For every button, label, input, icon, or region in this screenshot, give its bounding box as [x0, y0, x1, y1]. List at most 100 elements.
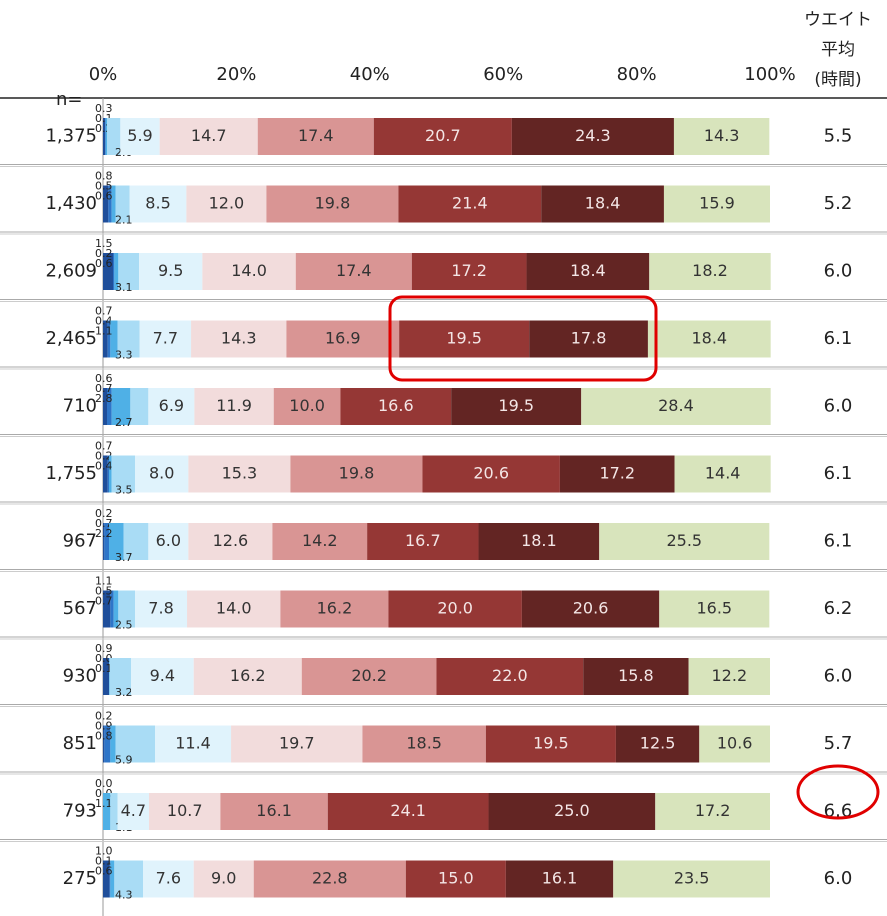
n-value: 567: [63, 598, 97, 619]
small-value-label: 3.5: [115, 484, 133, 497]
x-tick-label: 20%: [216, 64, 256, 85]
value-label: 17.2: [451, 261, 487, 280]
bar-segment: [103, 388, 108, 425]
n-value: 275: [63, 868, 97, 889]
bar-segment: [659, 590, 770, 628]
bar-segment: [253, 860, 406, 898]
n-value: 967: [63, 531, 97, 552]
bar-segment: [103, 253, 114, 290]
avg-value: 6.1: [824, 328, 853, 349]
value-label: 24.3: [575, 126, 611, 145]
small-value-label: 0.3: [95, 102, 113, 115]
value-label: 17.4: [298, 126, 334, 145]
value-label: 7.8: [148, 599, 173, 618]
value-label: 17.2: [695, 801, 731, 820]
value-label: 20.6: [573, 599, 609, 618]
bar-segment: [111, 455, 136, 493]
bar-segment: [194, 388, 274, 425]
small-value-label: 1.1: [95, 575, 113, 588]
n-value: 851: [63, 733, 97, 754]
small-value-label: 0.6: [95, 257, 113, 270]
value-label: 10.7: [167, 801, 203, 820]
small-value-label: 0.5: [95, 180, 113, 193]
bar-segment: [673, 118, 770, 155]
bar-segment: [104, 523, 110, 560]
value-label: 17.2: [599, 464, 635, 483]
avg-value: 6.1: [824, 531, 853, 552]
small-value-label: 3.1: [115, 281, 133, 294]
value-label: 9.5: [158, 261, 183, 280]
bar-segment: [649, 253, 771, 290]
bar-segment: [451, 388, 582, 425]
avg-title: 平均: [821, 40, 855, 60]
bar-segment: [135, 590, 188, 628]
small-value-label: 0.5: [95, 585, 113, 598]
bar-segment: [286, 320, 400, 358]
bar-segment: [373, 118, 512, 155]
value-label: 22.8: [312, 869, 348, 888]
small-value-label: 2.2: [95, 527, 113, 540]
small-value-label: 0.6: [95, 865, 113, 878]
bar-segment: [231, 725, 363, 763]
value-label: 16.7: [405, 531, 441, 550]
x-tick-label: 100%: [744, 64, 795, 85]
small-value-label: 1.0: [95, 845, 113, 858]
value-label: 11.9: [216, 396, 252, 415]
value-label: 14.3: [221, 329, 257, 348]
bar-segment: [139, 253, 203, 290]
small-value-label: 0.9: [95, 642, 113, 655]
bar-segment: [105, 118, 108, 155]
value-label: 10.6: [717, 734, 753, 753]
x-tick-label: 80%: [617, 64, 657, 85]
bar-segment: [103, 658, 110, 695]
value-label: 12.5: [640, 734, 676, 753]
small-value-label: 2.7: [115, 416, 133, 429]
value-label: 20.6: [473, 464, 509, 483]
bar-segment: [135, 455, 189, 493]
bar-segment: [103, 455, 108, 493]
value-label: 20.2: [351, 666, 387, 685]
bar-segment: [505, 860, 614, 898]
bar-segment: [104, 725, 111, 763]
n-value: 710: [63, 396, 97, 417]
bar-segment: [117, 320, 140, 358]
bar-segment: [107, 118, 121, 155]
small-value-label: 0.9: [95, 720, 113, 733]
bar-segment: [118, 253, 140, 290]
bar-segment: [191, 320, 287, 358]
bar-segment: [115, 725, 156, 763]
value-label: 8.5: [145, 194, 170, 213]
n-value: 1,755: [45, 463, 97, 484]
small-value-label: 1.1: [95, 325, 113, 338]
small-value-label: 0.8: [95, 170, 113, 183]
bar-segment: [103, 590, 111, 628]
bar-segment: [131, 658, 194, 695]
small-value-label: 0.7: [95, 382, 113, 395]
small-value-label: 3.3: [115, 349, 133, 362]
bar-segment: [367, 523, 479, 560]
bar-segment: [114, 860, 144, 898]
bar-segment: [103, 118, 106, 155]
avg-value: 6.0: [824, 666, 853, 687]
n-value: 793: [63, 801, 97, 822]
value-label: 14.4: [705, 464, 741, 483]
value-label: 6.9: [159, 396, 184, 415]
n-value: 930: [63, 666, 97, 687]
bar-segment: [103, 185, 109, 223]
bar-segment: [123, 523, 149, 560]
bar-segment: [117, 793, 150, 830]
bar-segment: [521, 590, 660, 628]
value-label: 15.8: [618, 666, 654, 685]
value-label: 16.9: [325, 329, 361, 348]
bar-segment: [340, 388, 452, 425]
bar-segment: [115, 185, 130, 223]
small-value-label: 1.5: [95, 237, 113, 250]
bar-segment: [108, 185, 112, 223]
value-label: 14.0: [216, 599, 252, 618]
small-value-label: 0.4: [95, 460, 113, 473]
bar-segment: [615, 725, 700, 763]
bar-segment: [362, 725, 486, 763]
avg-value: 6.2: [824, 598, 853, 619]
small-value-label: 0.1: [95, 662, 113, 675]
